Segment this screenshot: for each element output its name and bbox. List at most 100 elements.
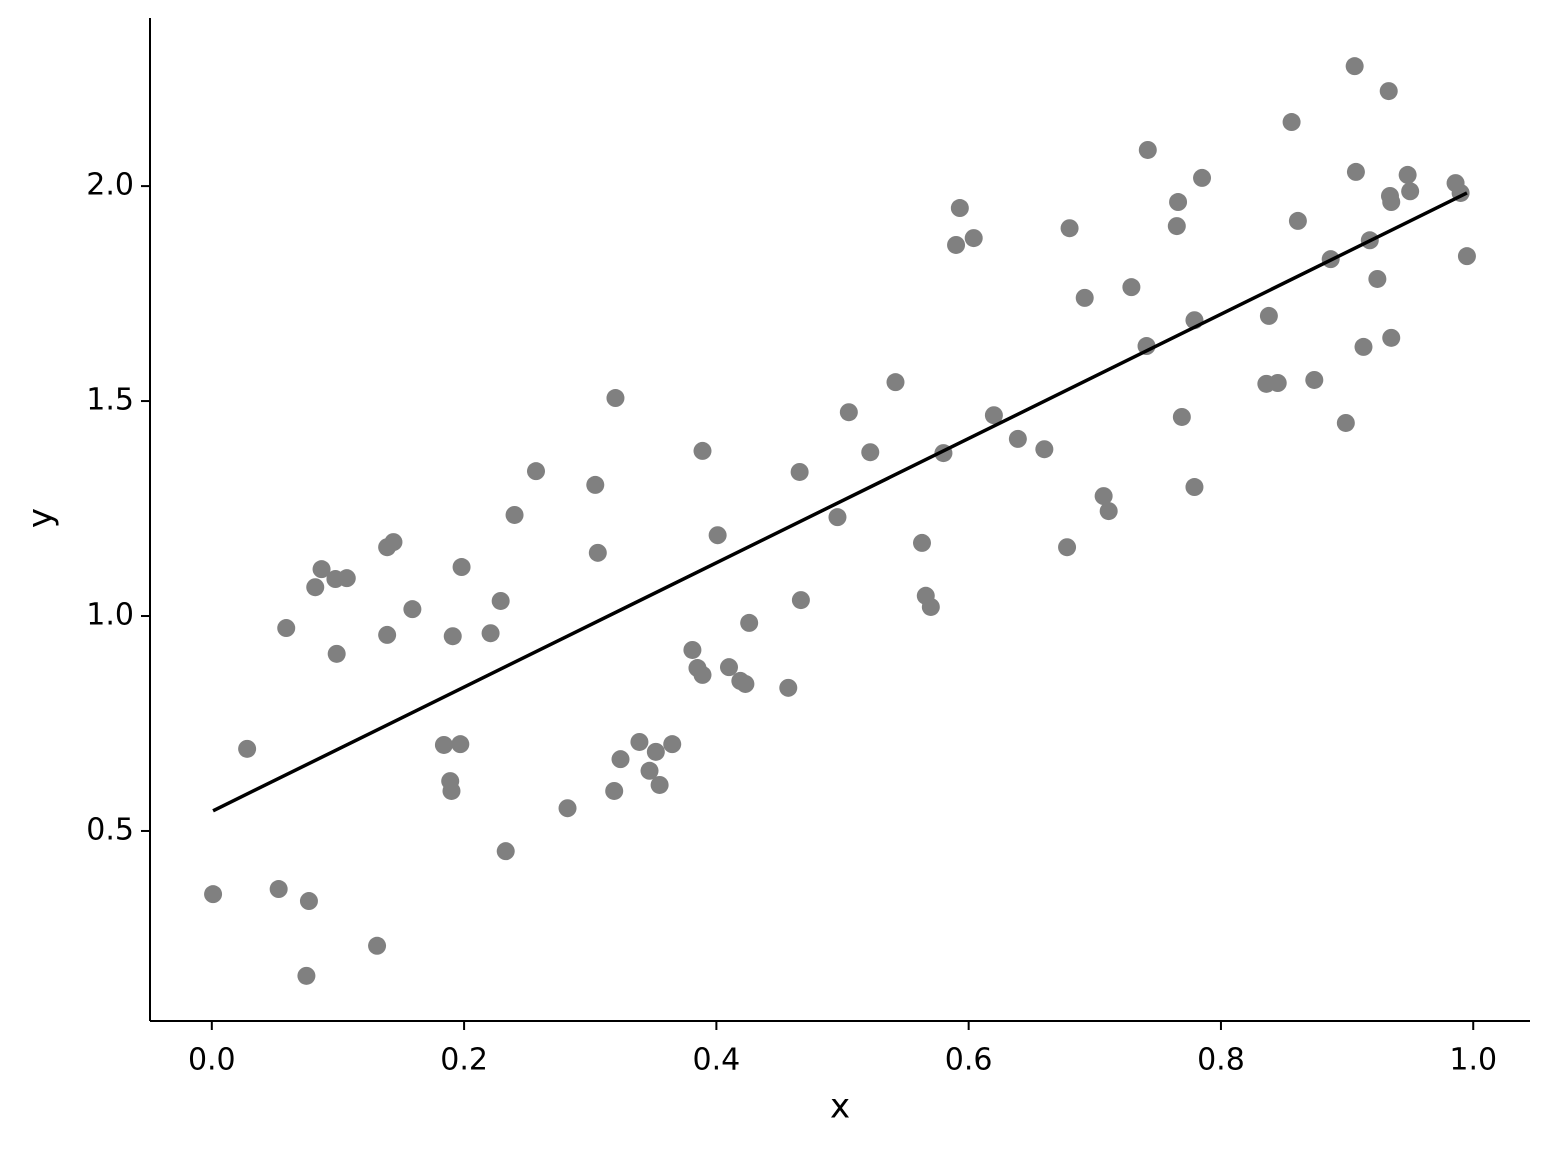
scatter-point bbox=[1398, 165, 1417, 184]
scatter-point bbox=[708, 526, 727, 545]
y-tick-label: 0.5 bbox=[86, 812, 134, 847]
scatter-point bbox=[1259, 306, 1278, 325]
scatter-point bbox=[481, 624, 500, 643]
scatter-point bbox=[368, 936, 387, 955]
scatter-point bbox=[443, 627, 462, 646]
scatter-point bbox=[1094, 487, 1113, 506]
scatter-point bbox=[204, 885, 223, 904]
scatter-point bbox=[451, 735, 470, 754]
scatter-point bbox=[434, 735, 453, 754]
scatter-point bbox=[1457, 247, 1476, 266]
scatter-point bbox=[964, 229, 983, 248]
scatter-point bbox=[947, 235, 966, 254]
y-tick-label: 1.0 bbox=[86, 598, 134, 633]
scatter-point bbox=[1282, 113, 1301, 132]
scatter-point bbox=[1368, 269, 1387, 288]
scatter-point bbox=[1075, 288, 1094, 307]
scatter-point bbox=[1138, 140, 1157, 159]
scatter-point bbox=[1193, 168, 1212, 187]
scatter-point bbox=[1035, 440, 1054, 459]
scatter-point bbox=[650, 775, 669, 794]
scatter-point bbox=[1345, 57, 1364, 76]
scatter-point bbox=[1382, 193, 1401, 212]
x-tick-label: 0.2 bbox=[440, 1043, 488, 1078]
scatter-point bbox=[1060, 219, 1079, 238]
fit-line bbox=[212, 191, 1468, 813]
scatter-point bbox=[496, 842, 515, 861]
scatter-point bbox=[828, 508, 847, 527]
scatter-point bbox=[269, 880, 288, 899]
y-axis-label: y bbox=[21, 508, 61, 528]
scatter-point bbox=[1336, 413, 1355, 432]
scatter-point bbox=[586, 475, 605, 494]
scatter-point bbox=[984, 406, 1003, 425]
scatter-point bbox=[1379, 82, 1398, 101]
scatter-point bbox=[505, 505, 524, 524]
scatter-point bbox=[912, 533, 931, 552]
y-tick-label: 2.0 bbox=[86, 168, 134, 203]
scatter-point bbox=[403, 600, 422, 619]
scatter-point bbox=[277, 619, 296, 638]
scatter-point bbox=[299, 892, 318, 911]
scatter-point bbox=[791, 591, 810, 610]
scatter-point bbox=[1172, 407, 1191, 426]
scatter-point bbox=[1354, 337, 1373, 356]
scatter-point bbox=[950, 199, 969, 218]
x-tick-label: 0.8 bbox=[1197, 1043, 1245, 1078]
scatter-point bbox=[306, 578, 325, 597]
scatter-point bbox=[337, 569, 356, 588]
scatter-point bbox=[640, 761, 659, 780]
scatter-point bbox=[663, 735, 682, 754]
scatter-point bbox=[588, 543, 607, 562]
scatter-point bbox=[1169, 193, 1188, 212]
scatter-point bbox=[611, 750, 630, 769]
scatter-point bbox=[779, 678, 798, 697]
y-tick-label: 1.5 bbox=[86, 383, 134, 418]
scatter-point bbox=[1099, 502, 1118, 521]
x-axis-label: x bbox=[830, 1087, 850, 1127]
scatter-point bbox=[378, 625, 397, 644]
scatter-point bbox=[886, 373, 905, 392]
scatter-point bbox=[1058, 538, 1077, 557]
scatter-point bbox=[558, 799, 577, 818]
scatter-point bbox=[790, 462, 809, 481]
scatter-point bbox=[719, 658, 738, 677]
scatter-point bbox=[1167, 217, 1186, 236]
x-tick-label: 1.0 bbox=[1449, 1043, 1497, 1078]
scatter-point bbox=[1346, 162, 1365, 181]
scatter-point bbox=[1268, 374, 1287, 393]
scatter-point bbox=[297, 966, 316, 985]
scatter-point bbox=[839, 403, 858, 422]
scatter-point bbox=[452, 558, 471, 577]
x-tick-label: 0.4 bbox=[693, 1043, 741, 1078]
scatter-point bbox=[683, 640, 702, 659]
x-tick-label: 0.0 bbox=[188, 1043, 236, 1078]
scatter-point bbox=[327, 644, 346, 663]
scatter-point bbox=[736, 674, 755, 693]
scatter-point bbox=[1008, 429, 1027, 448]
scatter-point bbox=[384, 533, 403, 552]
scatter-point bbox=[861, 443, 880, 462]
scatter-point bbox=[1382, 328, 1401, 347]
scatter-point bbox=[1122, 278, 1141, 297]
scatter-point bbox=[526, 462, 545, 481]
scatter-point bbox=[312, 560, 331, 579]
scatter-point bbox=[605, 781, 624, 800]
scatter-point bbox=[606, 389, 625, 408]
scatter-point bbox=[491, 591, 510, 610]
scatter-point bbox=[693, 441, 712, 460]
scatter-point bbox=[442, 781, 461, 800]
scatter-point bbox=[238, 739, 257, 758]
x-tick-label: 0.6 bbox=[945, 1043, 993, 1078]
scatter-point bbox=[1185, 478, 1204, 497]
scatter-point bbox=[1305, 370, 1324, 389]
scatter-point bbox=[1288, 211, 1307, 230]
scatter-point bbox=[693, 665, 712, 684]
scatter-point bbox=[740, 613, 759, 632]
scatter-point bbox=[630, 732, 649, 751]
scatter-point bbox=[921, 597, 940, 616]
scatter-point bbox=[646, 742, 665, 761]
scatter-point bbox=[1401, 182, 1420, 201]
